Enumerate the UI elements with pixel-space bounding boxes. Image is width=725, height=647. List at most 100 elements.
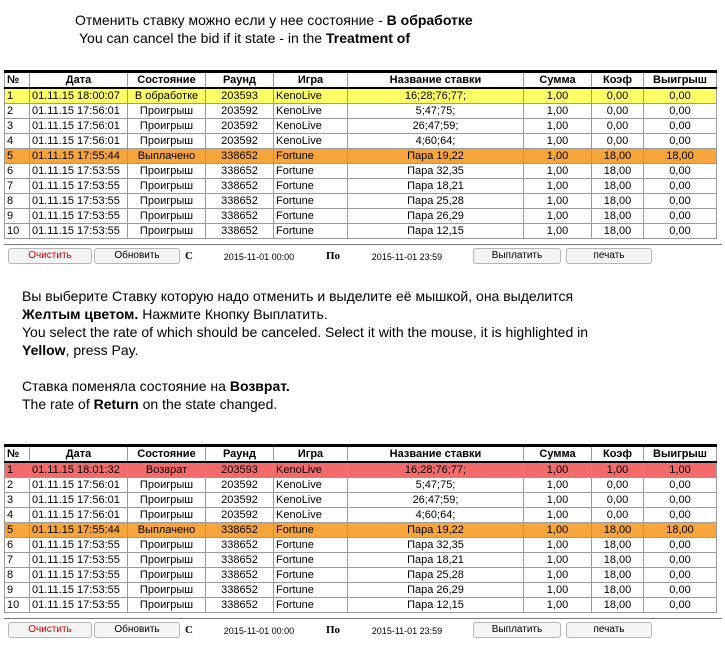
col-header-game[interactable]: Игра bbox=[273, 444, 348, 463]
cell-state: Проигрыш bbox=[127, 118, 206, 134]
cell-number: 6 bbox=[4, 537, 30, 553]
cell-state: Выплачено bbox=[127, 522, 206, 538]
cell-round: 338652 bbox=[205, 582, 274, 598]
col-header-round[interactable]: Раунд bbox=[205, 70, 274, 89]
cell-game: KenoLive bbox=[273, 87, 348, 104]
to-label: По bbox=[326, 624, 341, 636]
table-row[interactable]: 5 01.11.15 17:55:44 Выплачено 338652 Fortune… bbox=[4, 522, 717, 538]
table-row[interactable]: 9 01.11.15 17:53:55 Проигрыш 338652 Fortune П… bbox=[4, 208, 717, 224]
table-row[interactable]: 8 01.11.15 17:53:55 Проигрыш 338652 Fortune П… bbox=[4, 193, 717, 209]
col-header-bet-name[interactable]: Название ставки bbox=[347, 70, 524, 89]
clear-button[interactable]: Очистить bbox=[8, 622, 92, 638]
col-header-round[interactable]: Раунд bbox=[205, 444, 274, 463]
instruction-yellow-bold: Желтым цветом. bbox=[22, 306, 139, 322]
cell-date: 01.11.15 17:56:01 bbox=[29, 118, 128, 134]
cell-coef: 18,00 bbox=[591, 193, 644, 209]
to-date-field[interactable]: 2015-11-01 23:59 bbox=[345, 623, 469, 639]
cell-bet-name: Пара 32,35 bbox=[347, 537, 524, 553]
cell-bet-name: Пара 12,15 bbox=[347, 223, 524, 239]
cell-game: KenoLive bbox=[273, 477, 348, 493]
cell-bet-name: Пара 25,28 bbox=[347, 567, 524, 583]
cell-win: 0,00 bbox=[643, 178, 717, 194]
refresh-button[interactable]: Обновить bbox=[94, 248, 180, 264]
cell-game: Fortune bbox=[273, 178, 348, 194]
col-header-coef[interactable]: Коэф bbox=[591, 444, 644, 463]
cell-sum: 1,00 bbox=[523, 522, 592, 538]
col-header-game[interactable]: Игра bbox=[273, 70, 348, 89]
cell-round: 203592 bbox=[205, 492, 274, 508]
pay-button[interactable]: Выплатить bbox=[473, 248, 561, 264]
cell-round: 203592 bbox=[205, 118, 274, 134]
cell-game: Fortune bbox=[273, 537, 348, 553]
table-row[interactable]: 1 01.11.15 18:00:07 В обработке 203593 KenoL… bbox=[4, 87, 717, 104]
cell-number: 7 bbox=[4, 552, 30, 568]
cell-number: 8 bbox=[4, 567, 30, 583]
col-header-coef[interactable]: Коэф bbox=[591, 70, 644, 89]
table-row[interactable]: 4 01.11.15 17:56:01 Проигрыш 203592 KenoLive… bbox=[4, 507, 717, 523]
cell-number: 4 bbox=[4, 133, 30, 149]
toolbar-after: Очистить Обновить С 2015-11-01 00:00 По … bbox=[4, 618, 722, 641]
pay-button[interactable]: Выплатить bbox=[473, 622, 561, 638]
cell-win: 0,00 bbox=[643, 223, 717, 239]
instruction-line-6-rest: on the state changed. bbox=[138, 396, 278, 412]
cell-sum: 1,00 bbox=[523, 103, 592, 119]
table-row[interactable]: 7 01.11.15 17:53:55 Проигрыш 338652 Fortune П… bbox=[4, 552, 717, 568]
print-button[interactable]: печать bbox=[566, 622, 652, 638]
instruction-yellow-en-bold: Yellow bbox=[22, 342, 66, 358]
col-header-sum[interactable]: Сумма bbox=[523, 444, 592, 463]
col-header-date[interactable]: Дата bbox=[29, 70, 128, 89]
refresh-button[interactable]: Обновить bbox=[94, 622, 180, 638]
cell-state: Выплачено bbox=[127, 148, 206, 164]
cell-number: 4 bbox=[4, 507, 30, 523]
col-header-date[interactable]: Дата bbox=[29, 444, 128, 463]
table-row[interactable]: 4 01.11.15 17:56:01 Проигрыш 203592 KenoLive… bbox=[4, 133, 717, 149]
cell-state: Проигрыш bbox=[127, 208, 206, 224]
to-date-field[interactable]: 2015-11-01 23:59 bbox=[345, 249, 469, 265]
cell-win: 0,00 bbox=[643, 163, 717, 179]
col-header-win[interactable]: Выигрыш bbox=[643, 444, 717, 463]
cell-date: 01.11.15 17:56:01 bbox=[29, 103, 128, 119]
cell-win: 0,00 bbox=[643, 507, 717, 523]
cell-win: 18,00 bbox=[643, 148, 717, 164]
cell-game: KenoLive bbox=[273, 118, 348, 134]
col-header-win[interactable]: Выигрыш bbox=[643, 70, 717, 89]
table-row[interactable]: 6 01.11.15 17:53:55 Проигрыш 338652 Fortune П… bbox=[4, 163, 717, 179]
cell-bet-name: Пара 32,35 bbox=[347, 163, 524, 179]
col-header-state[interactable]: Состояние bbox=[127, 444, 206, 463]
col-header-bet-name[interactable]: Название ставки bbox=[347, 444, 524, 463]
col-header-sum[interactable]: Сумма bbox=[523, 70, 592, 89]
cell-round: 338652 bbox=[205, 178, 274, 194]
toolbar-before: Очистить Обновить С 2015-11-01 00:00 По … bbox=[4, 244, 722, 267]
cell-coef: 18,00 bbox=[591, 537, 644, 553]
table-row[interactable]: 9 01.11.15 17:53:55 Проигрыш 338652 Fortune П… bbox=[4, 582, 717, 598]
from-date-field[interactable]: 2015-11-01 00:00 bbox=[200, 623, 318, 639]
col-header-number[interactable]: № bbox=[4, 70, 30, 89]
table-row[interactable]: 6 01.11.15 17:53:55 Проигрыш 338652 Fortune П… bbox=[4, 537, 717, 553]
cell-bet-name: 26;47;59; bbox=[347, 492, 524, 508]
table-row[interactable]: 2 01.11.15 17:56:01 Проигрыш 203592 KenoLive… bbox=[4, 103, 717, 119]
cell-round: 203593 bbox=[205, 461, 274, 478]
cell-date: 01.11.15 17:56:01 bbox=[29, 492, 128, 508]
table-row[interactable]: 7 01.11.15 17:53:55 Проигрыш 338652 Fortune П… bbox=[4, 178, 717, 194]
table-row[interactable]: 10 01.11.15 17:53:55 Проигрыш 338652 Fortune… bbox=[4, 223, 717, 239]
cell-bet-name: 26;47;59; bbox=[347, 118, 524, 134]
table-row[interactable]: 8 01.11.15 17:53:55 Проигрыш 338652 Fortune П… bbox=[4, 567, 717, 583]
print-button[interactable]: печать bbox=[566, 248, 652, 264]
cell-win: 0,00 bbox=[643, 208, 717, 224]
cell-win: 0,00 bbox=[643, 537, 717, 553]
table-row[interactable]: 1 01.11.15 18:01:32 Возврат 203593 KenoLive 1… bbox=[4, 461, 717, 478]
clear-button[interactable]: Очистить bbox=[8, 248, 92, 264]
table-row[interactable]: 10 01.11.15 17:53:55 Проигрыш 338652 Fortune… bbox=[4, 597, 717, 613]
table-row[interactable]: 2 01.11.15 17:56:01 Проигрыш 203592 KenoLive… bbox=[4, 477, 717, 493]
from-date-field[interactable]: 2015-11-01 00:00 bbox=[200, 249, 318, 265]
col-header-number[interactable]: № bbox=[4, 444, 30, 463]
cell-sum: 1,00 bbox=[523, 507, 592, 523]
table-row[interactable]: 3 01.11.15 17:56:01 Проигрыш 203592 KenoLive… bbox=[4, 492, 717, 508]
table-row[interactable]: 5 01.11.15 17:55:44 Выплачено 338652 Fortune… bbox=[4, 148, 717, 164]
cell-win: 0,00 bbox=[643, 103, 717, 119]
col-header-state[interactable]: Состояние bbox=[127, 70, 206, 89]
cell-sum: 1,00 bbox=[523, 492, 592, 508]
table-row[interactable]: 3 01.11.15 17:56:01 Проигрыш 203592 KenoLive… bbox=[4, 118, 717, 134]
top-note-ru-text: Отменить ставку можно если у нее состоян… bbox=[75, 12, 387, 28]
cell-win: 0,00 bbox=[643, 582, 717, 598]
